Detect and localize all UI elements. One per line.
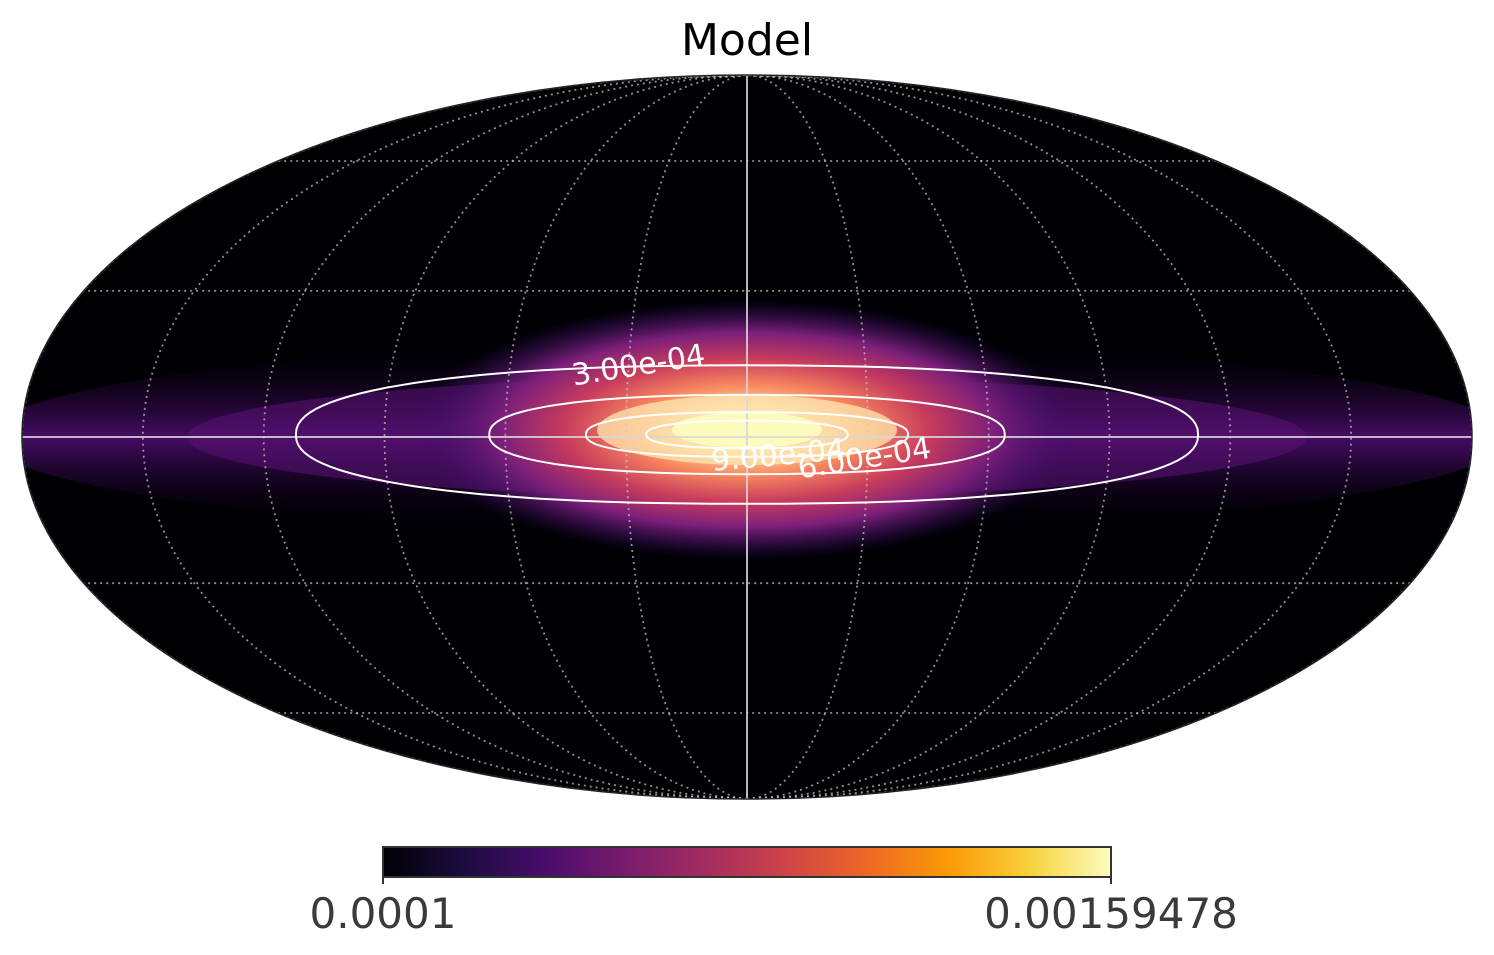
- meridian-line: [141, 75, 748, 799]
- contour-lines: [294, 364, 1200, 505]
- contour-line: [488, 393, 1006, 476]
- colorbar: 0.0001 0.00159478: [310, 846, 1238, 938]
- map-outline: [21, 74, 1473, 800]
- axis-lines: [22, 75, 1472, 799]
- colorbar-gradient: [382, 846, 1112, 878]
- map-title: Model: [681, 15, 813, 66]
- mollweide-map: [22, 75, 1472, 799]
- contour-line: [584, 411, 910, 458]
- colorbar-min-label: 0.0001: [310, 889, 457, 938]
- contour-line: [294, 364, 1200, 505]
- colorbar-max-label: 0.00159478: [984, 889, 1238, 938]
- contour-line: [645, 419, 849, 450]
